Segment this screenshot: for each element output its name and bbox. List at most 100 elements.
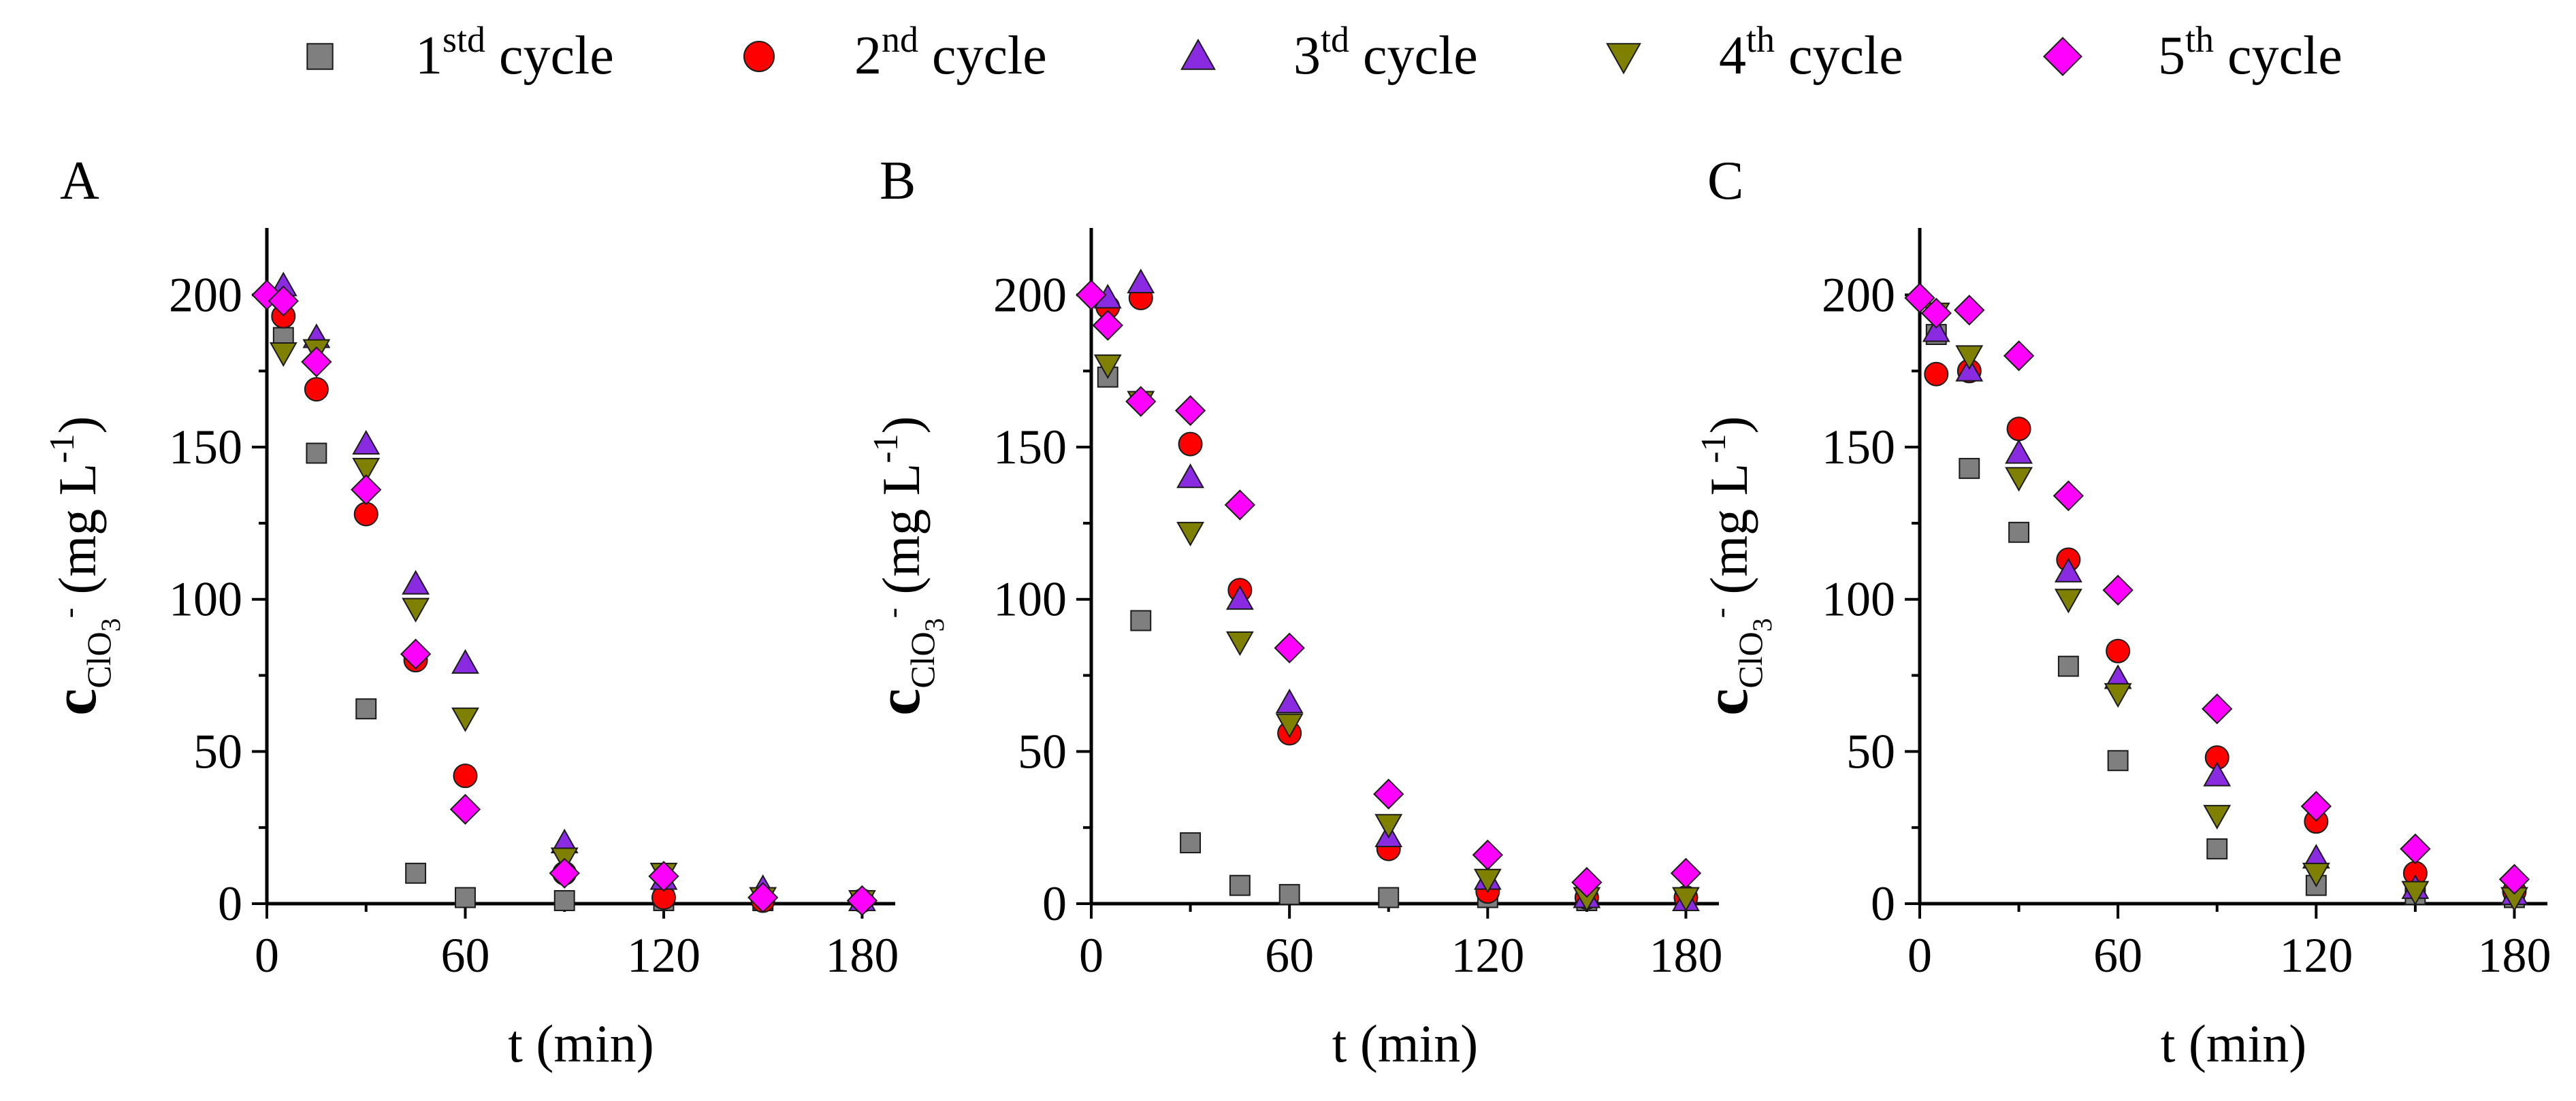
series-4th: [269, 339, 876, 915]
data-point: [1174, 395, 1206, 427]
data-point: [1274, 632, 1305, 663]
y-tick-label: 50: [1846, 724, 1895, 778]
data-point: [353, 502, 379, 527]
y-tick-label: 50: [1018, 724, 1067, 778]
data-point: [1374, 814, 1403, 839]
series-2nd: [1924, 359, 2527, 904]
data-point: [2203, 804, 2232, 830]
series-1st: [1925, 324, 2525, 908]
data-point: [2203, 761, 2232, 787]
data-point: [2054, 557, 2082, 582]
data-point: [304, 377, 329, 402]
x-tick-label: 120: [2279, 928, 2353, 983]
legend-item-5th: 5th cycle: [2043, 19, 2342, 86]
legend-marker-square: [306, 43, 334, 70]
data-point: [1924, 361, 1949, 387]
data-point: [351, 474, 382, 506]
data-point: [648, 861, 679, 892]
data-point: [553, 890, 575, 911]
data-point: [402, 570, 430, 595]
panel-label: B: [880, 151, 916, 211]
series-5th: [1076, 279, 1702, 898]
data-point: [405, 862, 427, 884]
data-point: [747, 882, 779, 913]
x-tick-label: 180: [825, 928, 899, 983]
y-tick-label: 150: [1822, 420, 1895, 474]
data-point: [1922, 317, 1950, 342]
x-tick-label: 180: [2477, 928, 2551, 983]
legend-marker-triangle-up: [1180, 38, 1216, 70]
data-point: [1092, 310, 1123, 341]
data-point: [2206, 838, 2228, 859]
data-points: [1904, 282, 2530, 912]
legend-label: 5th cycle: [2158, 19, 2342, 86]
data-point: [1472, 839, 1503, 871]
series-2nd: [271, 303, 875, 913]
data-point: [451, 648, 479, 674]
y-axis-title: cClO3- (mg L-1): [1693, 416, 1777, 715]
data-point: [1278, 884, 1300, 906]
data-point: [2054, 589, 2082, 614]
data-point: [1959, 457, 1980, 479]
series-3rd: [1922, 317, 2528, 906]
y-tick-label: 100: [1822, 572, 1895, 627]
x-tick-label: 60: [2093, 928, 2142, 983]
series-5th: [1904, 282, 2530, 895]
data-point: [846, 885, 878, 917]
x-tick-label: 60: [1265, 928, 1314, 983]
data-point: [2498, 864, 2530, 895]
data-point: [306, 442, 327, 464]
data-point: [1904, 282, 1935, 314]
x-axis-title: t (min): [2161, 1014, 2306, 1073]
data-point: [352, 457, 381, 483]
legend-item-2nd: 2nd cycle: [743, 19, 1047, 86]
data-point: [2052, 480, 2084, 512]
series-4th: [1922, 302, 2528, 912]
x-axis-title: t (min): [508, 1014, 654, 1073]
data-point: [352, 429, 381, 455]
y-tick-label: 200: [1822, 267, 1895, 322]
data-point: [1224, 489, 1256, 521]
y-tick-label: 150: [993, 420, 1067, 474]
data-point: [455, 887, 476, 908]
y-tick-label: 100: [169, 572, 242, 627]
y-tick-label: 0: [1871, 876, 1895, 931]
legend: 1std cycle 2nd cycle 3td cycle 4th cycle 5th…: [306, 19, 2342, 86]
y-axis-title: cClO3- (mg L-1): [865, 416, 950, 715]
data-point: [1093, 354, 1122, 380]
series-3rd: [269, 272, 876, 911]
legend-label: 3td cycle: [1293, 19, 1478, 86]
data-point: [2057, 655, 2079, 677]
data-point: [1373, 778, 1404, 810]
legend-item-1st: 1std cycle: [306, 19, 614, 86]
y-tick-label: 100: [993, 572, 1067, 627]
data-point: [1225, 585, 1254, 610]
data-point: [1920, 297, 1952, 329]
data-point: [549, 857, 580, 889]
data-point: [1670, 857, 1702, 889]
data-point: [1176, 521, 1204, 547]
x-tick-label: 0: [255, 928, 279, 983]
data-point: [2300, 791, 2332, 822]
data-point: [2003, 340, 2035, 372]
y-tick-label: 200: [993, 267, 1067, 322]
chart-panels: A 0 60 120 180 0 50 100 150 200 t (min) cClO3- (mg …: [42, 151, 2551, 1073]
data-point: [453, 763, 478, 789]
chart-panel-B: B 0 60 120 180 0 50 100 150 200 t (min) cClO3- (mg …: [865, 151, 1722, 1073]
data-point: [1955, 345, 1984, 370]
data-point: [2008, 521, 2030, 543]
data-point: [2302, 862, 2330, 888]
data-point: [2401, 881, 2430, 906]
series-5th: [251, 279, 878, 917]
data-point: [269, 342, 297, 367]
y-tick-label: 50: [193, 724, 242, 778]
data-point: [449, 793, 481, 825]
data-point: [2202, 693, 2233, 725]
data-point: [402, 597, 430, 623]
data-point: [2005, 467, 2033, 492]
legend-label: 2nd cycle: [854, 19, 1047, 86]
data-point: [301, 346, 332, 378]
data-point: [400, 638, 432, 670]
data-point: [1076, 279, 1107, 311]
